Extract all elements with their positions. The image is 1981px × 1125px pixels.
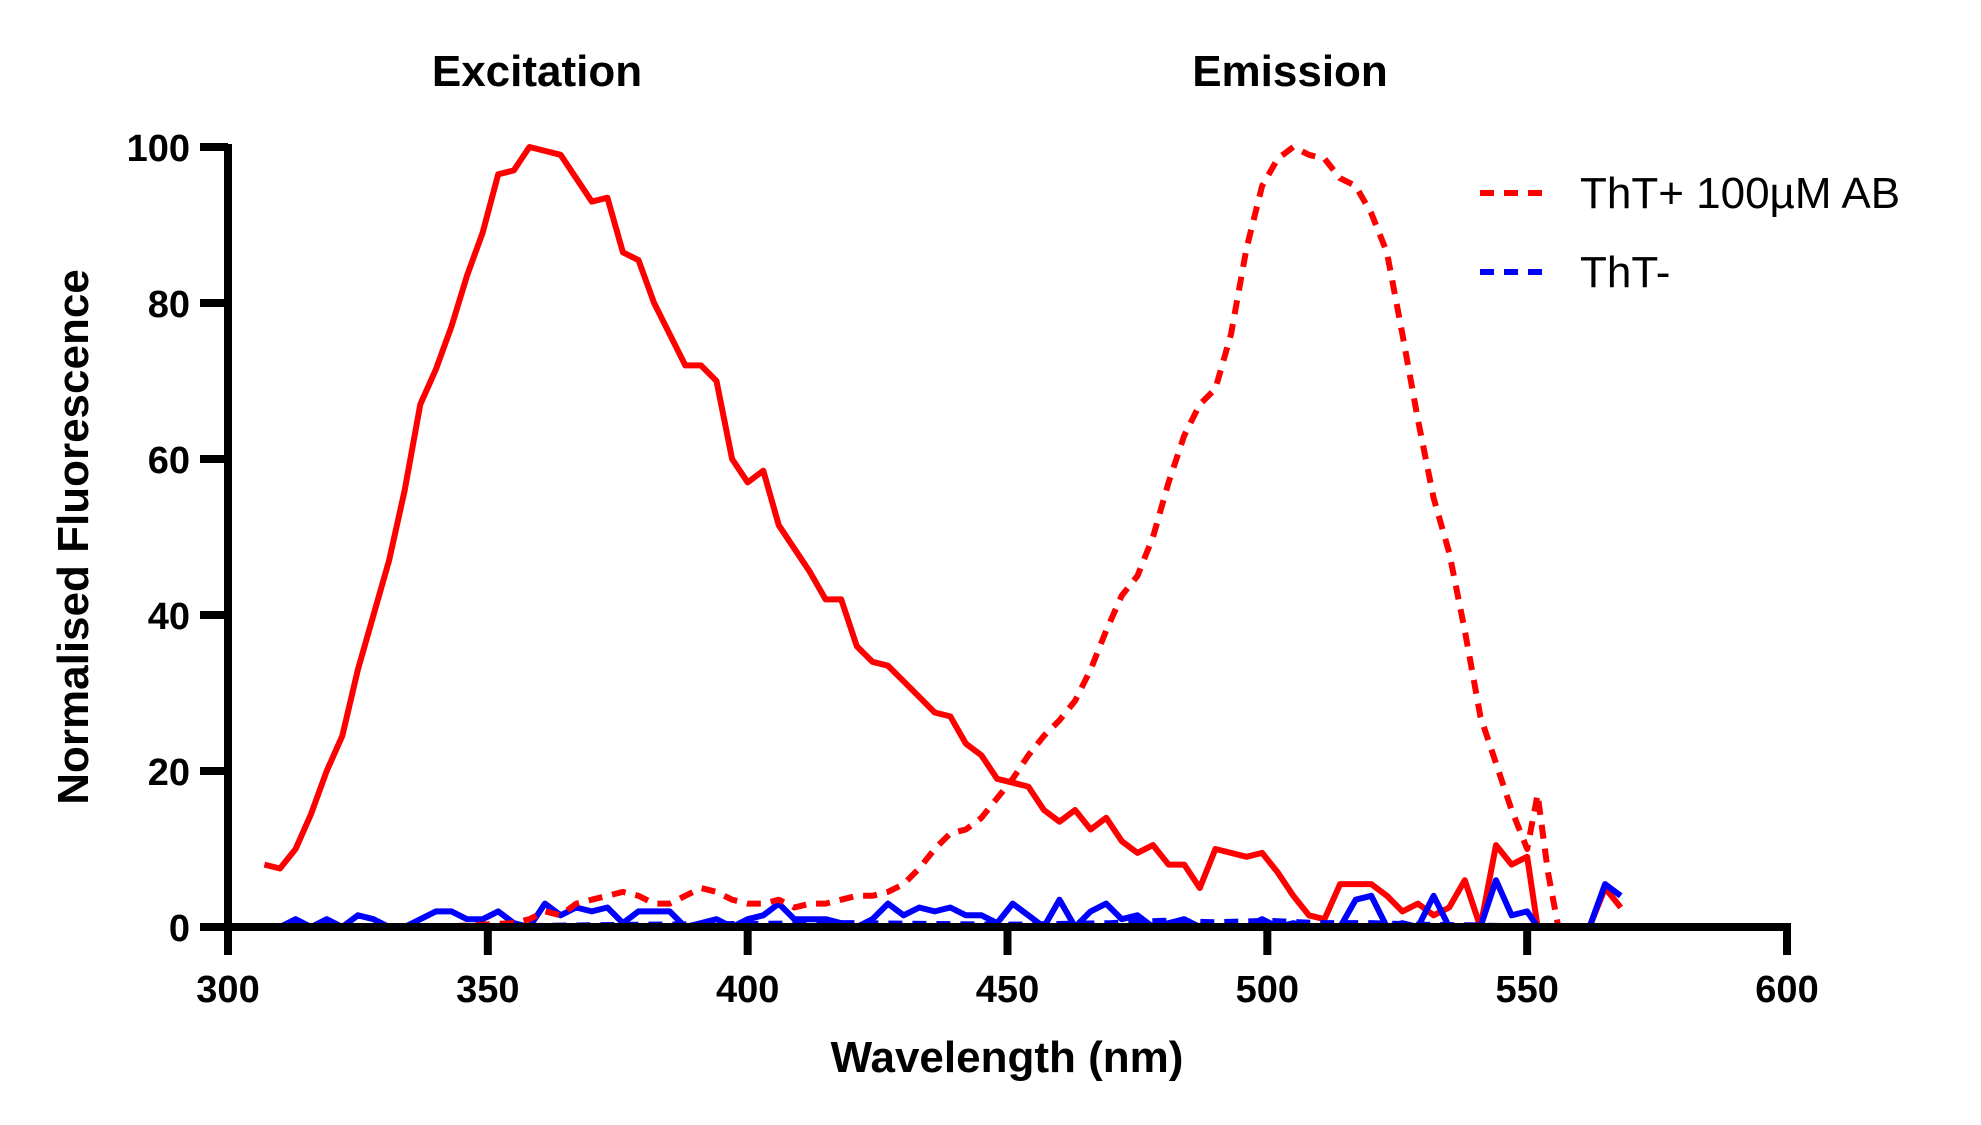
series-layer (263, 144, 1787, 930)
series-line (331, 144, 1562, 930)
y-tick-label: 60 (148, 440, 190, 482)
y-tick-label: 20 (148, 752, 190, 794)
legend: ThT+ 100µM AB ThT- (1480, 169, 1900, 297)
y-tick-label: 40 (148, 596, 190, 638)
series-emission-tht-plus (331, 144, 1562, 930)
legend-label-tht-plus: ThT+ 100µM AB (1580, 169, 1900, 218)
ticks: 300 350 400 450 500 550 600 0 20 40 60 80 100 (127, 128, 1819, 1011)
x-tick-label: 500 (1236, 969, 1299, 1011)
y-tick-label: 100 (127, 128, 190, 170)
series-line (263, 144, 1541, 930)
y-axis-label: Normalised Fluorescence (49, 269, 98, 805)
series-line (1586, 881, 1623, 929)
x-tick-label: 350 (456, 969, 519, 1011)
legend-label-tht-minus: ThT- (1580, 248, 1670, 297)
panel-label-excitation: Excitation (432, 47, 642, 96)
y-tick-label: 80 (148, 284, 190, 326)
x-axis-label: Wavelength (nm) (831, 1033, 1184, 1082)
series-line (264, 877, 1541, 930)
series-excitation-tht-plus (263, 144, 1787, 930)
y-tick-label: 0 (169, 908, 190, 950)
x-tick-label: 550 (1495, 969, 1558, 1011)
x-tick-label: 450 (976, 969, 1039, 1011)
panel-label-emission: Emission (1192, 47, 1388, 96)
x-tick-label: 300 (196, 969, 259, 1011)
x-tick-label: 600 (1755, 969, 1818, 1011)
x-tick-label: 400 (716, 969, 779, 1011)
